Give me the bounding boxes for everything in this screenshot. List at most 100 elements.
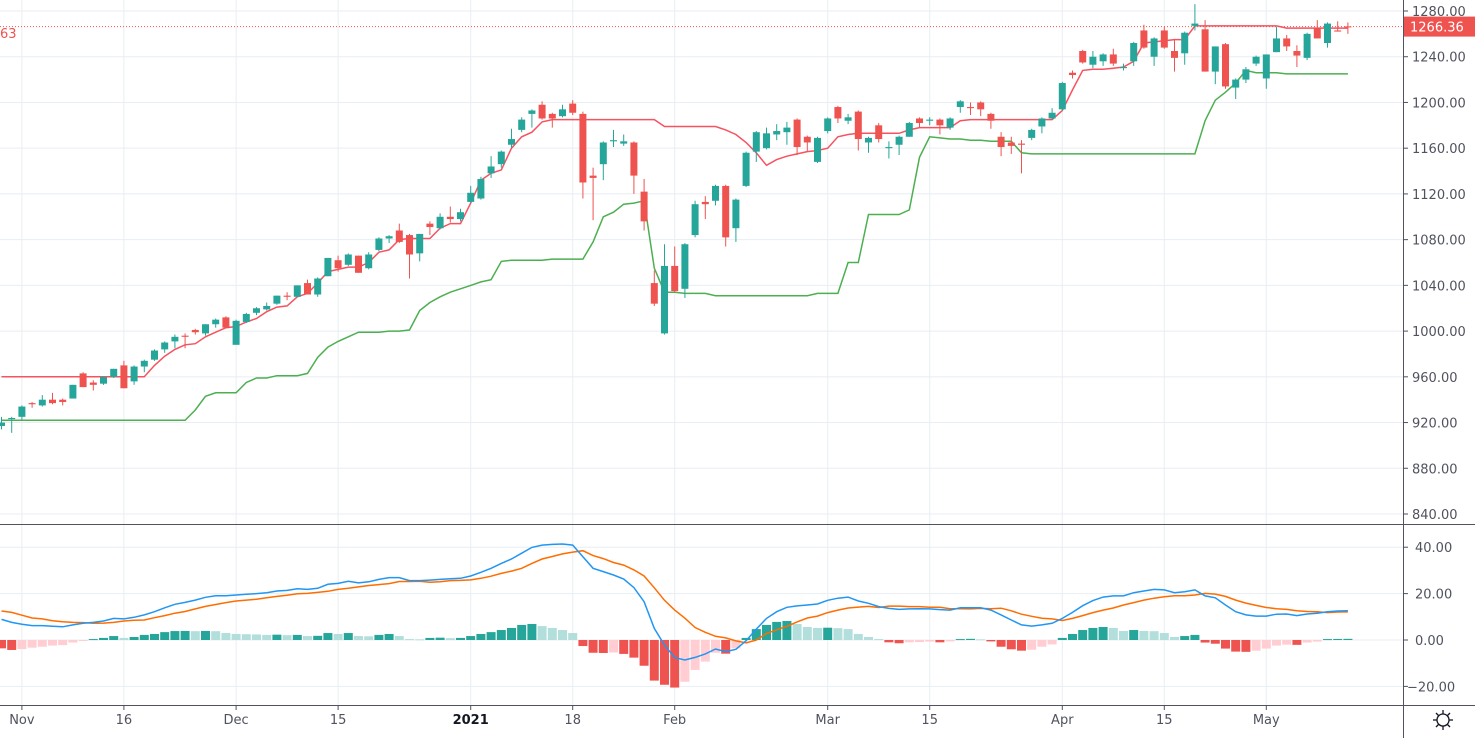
candle-body: [1099, 54, 1107, 62]
candle-body: [1038, 118, 1046, 127]
macd-histogram-bar: [1210, 640, 1220, 644]
candle-body: [752, 132, 760, 152]
macd-histogram-bar: [558, 630, 567, 640]
candle: [803, 135, 811, 152]
candle-body: [1150, 38, 1158, 57]
candle-body: [712, 185, 719, 201]
settings-button[interactable]: [1431, 708, 1455, 732]
stop-lines: [0, 25, 1403, 422]
candle-body: [1293, 51, 1301, 56]
price-tick-label: 1200.00: [1412, 96, 1466, 111]
candle: [426, 221, 434, 236]
macd-histogram-bar: [1323, 639, 1332, 641]
candle: [793, 118, 801, 156]
candle: [140, 359, 148, 373]
macd-histogram-bar: [0, 640, 6, 649]
macd-histogram-bar: [88, 639, 98, 641]
gear-icon: [1433, 710, 1453, 730]
macd-histogram-bar: [1068, 633, 1077, 640]
macd-histogram-bar: [292, 634, 302, 640]
macd-histogram-bar: [700, 640, 710, 662]
candle: [497, 150, 505, 168]
macd-histogram-bar: [639, 640, 649, 666]
candle-body: [569, 103, 577, 113]
candle: [232, 319, 240, 345]
macd-histogram-bar: [1302, 640, 1312, 643]
candle: [467, 185, 475, 204]
macd-histogram-bar: [1312, 640, 1322, 642]
macd-histogram-bar: [1261, 640, 1271, 649]
candle-body: [242, 313, 250, 322]
candle-body: [263, 305, 271, 310]
candles: [0, 4, 1352, 433]
candle: [1232, 78, 1240, 100]
candle: [854, 110, 862, 151]
macd-histogram-bar: [802, 627, 812, 640]
candle: [263, 302, 271, 311]
macd-histogram-bar: [466, 636, 476, 640]
macd-tick-label: 40.00: [1415, 541, 1452, 556]
candle-body: [1140, 30, 1148, 48]
candle-body: [1324, 23, 1331, 44]
macd-histogram-bar: [670, 640, 680, 688]
candle-body: [528, 110, 536, 114]
candle: [1191, 4, 1199, 31]
candle-body: [1058, 83, 1066, 110]
macd-histogram-bar: [1078, 630, 1088, 640]
macd-histogram-bar: [547, 627, 557, 640]
macd-histogram-bar: [1251, 640, 1261, 651]
candle: [273, 295, 281, 305]
macd-histogram-bar: [976, 639, 986, 641]
macd-histogram-bar: [915, 640, 924, 643]
macd-histogram-bar: [721, 640, 731, 654]
candle-body: [69, 384, 77, 399]
candle: [661, 244, 668, 335]
candle-body: [1273, 38, 1280, 53]
macd-histogram-bar: [782, 620, 792, 640]
macd-histogram-bar: [955, 639, 965, 641]
macd-histogram-bar: [456, 637, 465, 640]
candle: [416, 233, 424, 262]
candle-body: [38, 399, 46, 406]
macd-histogram-bar: [680, 640, 690, 682]
candle: [956, 100, 964, 113]
candle: [569, 100, 577, 116]
macd-histogram-bar: [884, 640, 894, 643]
macd-histogram-bar: [139, 634, 149, 640]
candle: [548, 112, 556, 128]
macd-histogram-bar: [598, 640, 608, 653]
candle: [191, 328, 199, 335]
candle-body: [1262, 54, 1270, 79]
macd-histogram-bar: [1343, 638, 1353, 640]
candle-body: [171, 336, 179, 342]
candle-body: [497, 151, 505, 165]
left-price-label: 63: [0, 27, 17, 42]
macd-histogram-bar: [1098, 627, 1108, 640]
candle-body: [89, 382, 97, 385]
candle-body: [365, 254, 373, 269]
macd-histogram-bar: [925, 640, 935, 642]
candle: [314, 277, 322, 297]
candle-body: [905, 123, 913, 137]
price-tick-label: 1000.00: [1412, 325, 1466, 340]
macd-histogram-bar: [894, 640, 904, 644]
candle-body: [661, 265, 668, 334]
candle: [1048, 108, 1056, 120]
candle: [293, 285, 301, 297]
candle-body: [916, 118, 923, 124]
candle: [8, 416, 16, 433]
macd-histogram-bar: [1119, 630, 1128, 640]
candle-body: [1334, 30, 1342, 32]
macd-histogram-bar: [313, 635, 323, 640]
candle-body: [885, 147, 893, 149]
candle: [202, 324, 209, 336]
macd-histogram-bar: [1149, 631, 1159, 640]
last-price-badge: [1404, 16, 1475, 37]
macd-histogram-bar: [394, 636, 404, 640]
candle-body: [18, 406, 26, 417]
candle-body: [1069, 72, 1076, 76]
candle: [946, 117, 954, 130]
candle-body: [191, 329, 199, 333]
